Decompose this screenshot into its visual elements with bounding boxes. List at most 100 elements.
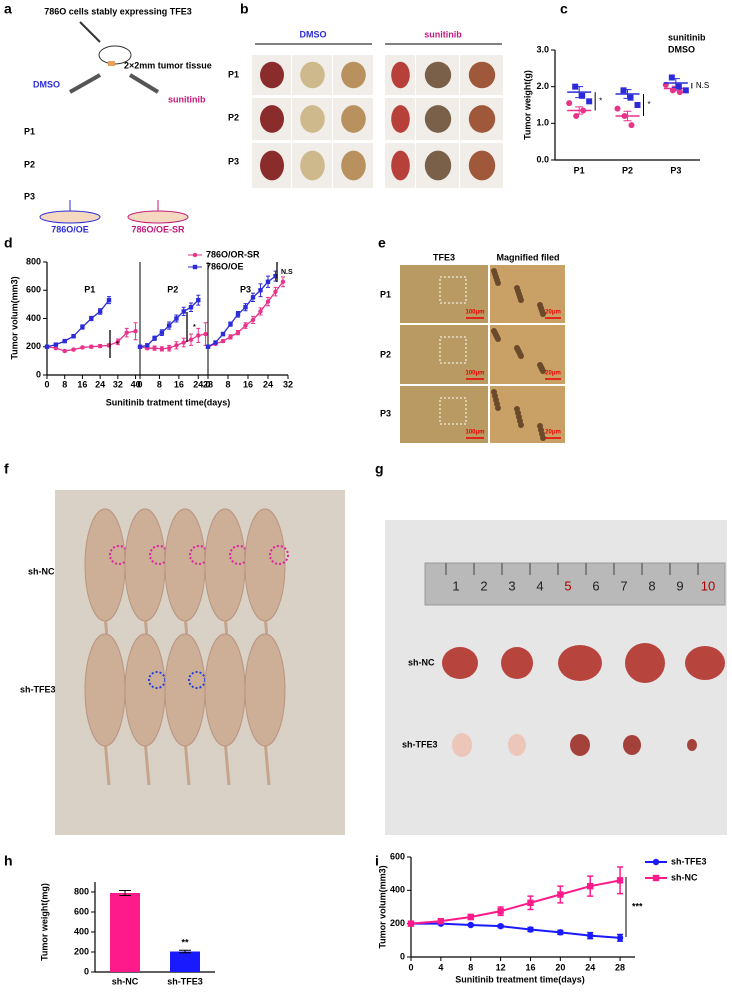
x-tick-label: 20 [555,962,565,972]
legend-marker [192,252,198,258]
ihc-image [490,386,565,443]
tumor [341,150,366,181]
tumor [452,733,472,757]
x-tick-label: 8 [468,962,473,972]
panel-label: g [375,461,384,477]
point [627,94,634,101]
point [62,348,67,354]
cell-dot [495,336,501,342]
row-label: P2 [228,112,239,122]
point [205,344,211,349]
point [115,339,121,345]
point [124,330,129,335]
ruler-number: 9 [676,578,683,593]
tumor [687,739,697,751]
point [181,340,186,345]
scale-bar-label: 100μm [465,430,484,436]
point [467,921,474,929]
scale-bar-label: 20μm [545,310,561,316]
panel-label: e [378,235,386,251]
annotation: * [193,324,196,331]
panel-label: b [240,1,249,17]
inset-box [439,397,467,425]
point [174,343,179,348]
point [557,929,564,936]
cell-dot [495,280,501,286]
x-axis-label: Sunitinib treatment time(days) [455,974,585,984]
legend-label: 786O/OE [206,261,244,271]
mouse [244,633,286,747]
line [139,333,206,350]
tumor [468,61,496,89]
point [71,333,76,339]
tumor [391,105,410,133]
cell-dot [540,368,546,374]
point [243,323,248,328]
x-tick-label: 16 [77,379,87,389]
ruler-number: 6 [592,578,599,593]
ihc-image [490,265,565,323]
y-tick-label: 400 [390,885,405,895]
inset-box [439,276,467,304]
row-label: sh-TFE3 [20,684,56,694]
tumor [501,647,533,679]
error-bar [623,110,632,122]
diagram: 786O cells stably expressing TFE3 2×2mm … [24,6,212,234]
panel-label: f [4,461,9,477]
panel-label: P3 [240,284,251,294]
point [228,334,233,340]
point [280,279,286,284]
dish [39,210,101,224]
syringe [79,21,101,43]
point [106,297,112,303]
point [44,344,50,349]
point [616,877,624,884]
annotation: N.S [696,81,709,90]
y-tick-label: 2.0 [536,81,549,91]
point [497,907,504,915]
y-tick-label: 600 [26,285,41,295]
row-label: P2 [380,349,391,359]
legend-label: sh-NC [671,872,698,882]
point [620,87,627,94]
x-tick-label: P1 [574,165,585,175]
legend-label: 786O/OR-SR [206,249,260,259]
arm-label: DMSO [33,79,60,89]
tumor [558,645,602,681]
tumor [468,150,496,181]
point [265,279,271,284]
point [634,102,641,108]
dish [127,210,189,224]
point [220,331,226,337]
tumor [391,61,410,89]
cell-dot [518,422,524,428]
mouse [244,508,286,622]
panel-label: P1 [84,284,95,294]
annotation: * [116,341,119,348]
y-tick-label: 3.0 [536,44,549,54]
point [89,344,94,349]
y-tick-label: 400 [74,926,89,936]
tail [103,739,111,786]
tumor [391,150,410,181]
mouse [124,508,166,622]
point [62,338,67,344]
legend-label: sunitinib [668,32,706,42]
point [89,316,94,321]
annotation: ** [181,938,189,948]
mouse [204,508,246,622]
x-tick-label: 28 [615,962,625,972]
arm-label: sunitinib [168,94,206,104]
cell-dot [540,311,546,317]
point [97,309,103,314]
x-tick-label: 8 [225,379,230,389]
x-tick-label: P3 [670,165,681,175]
x-tick-label: P2 [622,165,633,175]
point [258,288,263,293]
y-tick-label: 600 [390,851,405,861]
panel-label: h [4,853,13,869]
point [159,346,165,352]
point [566,100,573,107]
line [207,275,276,348]
point [527,926,534,933]
